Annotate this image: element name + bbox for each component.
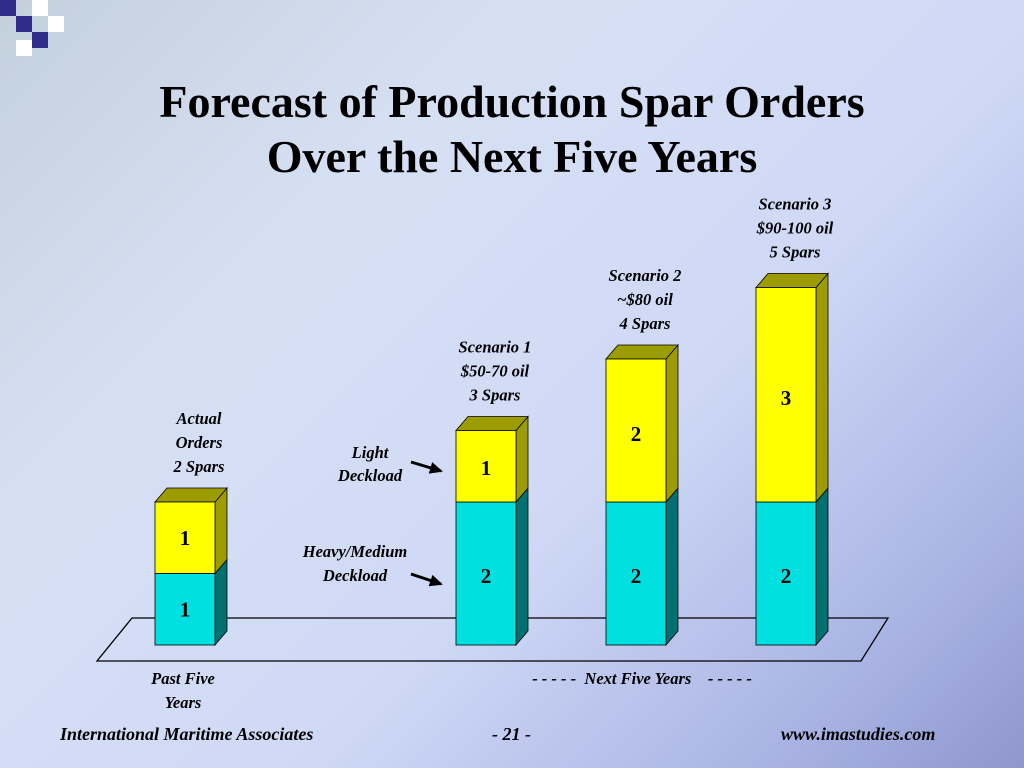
bar-side-light [515,415,529,504]
bar-category-label: Scenario 3 [759,195,832,214]
bar-segment-heavy-medium [455,501,517,646]
value-label-light: 2 [631,422,642,446]
slide-title: Forecast of Production Spar Orders Over … [0,74,1024,184]
bar-side-heavy [665,486,679,647]
logo-square [48,16,64,32]
title-line-1: Forecast of Production Spar Orders [159,76,865,127]
axis-label-past-five-years: Past Five [150,669,215,688]
value-label-light: 1 [180,526,191,550]
bar-segment-light [605,358,667,503]
bar-top [605,344,679,360]
chart-floor [95,617,890,662]
axis-label-past-five-years: Years [165,693,202,712]
bar-side-light [214,486,228,575]
logo-square [16,40,32,56]
bar-category-label: 5 Spars [770,243,821,262]
value-label-heavy-medium: 1 [180,597,191,621]
footer-page-number: - 21 - [492,724,531,744]
footer-website: www.imastudies.com [781,724,936,744]
value-label-heavy-medium: 2 [631,564,642,588]
bar-segment-light [455,430,517,503]
bar-side-light [815,272,829,504]
bar-category-label: Actual [176,409,222,428]
bar-category-label: Orders [176,433,223,452]
bar-segment-heavy-medium [154,573,216,646]
bar-category-label: Scenario 1 [459,338,532,357]
bar-category-label: Scenario 2 [609,266,682,285]
annotation-light-deckload: Light [351,443,389,462]
value-label-light: 1 [481,456,492,480]
axis-label-next-five-years: - - - - - Next Five Years - - - - - [532,669,752,688]
annotation-light-deckload: Deckload [337,466,403,485]
bar-category-label: $50-70 oil [460,362,530,381]
arrow-heavy-deckload-head [428,574,443,587]
bar-top [455,416,529,431]
logo-square [32,0,48,16]
bar-top [755,273,829,288]
bar-side-heavy [815,486,829,647]
logo-square [0,0,16,16]
bar-category-label: 3 Spars [469,386,521,405]
bar-category-label: ~$80 oil [617,290,673,309]
bar-side-heavy [214,558,228,647]
footer-organization: International Maritime Associates [60,724,314,744]
bar-segment-light [755,287,817,503]
logo [0,0,90,60]
bar-side-heavy [515,486,529,647]
annotation-heavy-deckload: Heavy/Medium [302,542,408,561]
bar-segment-heavy-medium [605,501,667,646]
title-line-2: Over the Next Five Years [266,131,758,182]
value-label-heavy-medium: 2 [781,564,792,588]
value-label-light: 3 [781,386,792,410]
logo-square [16,16,32,32]
bar-category-label: $90-100 oil [756,219,834,238]
arrow-light-deckload-head [428,462,443,474]
bar-category-label: 2 Spars [173,457,225,476]
bar-segment-light [154,501,216,574]
logo-square [32,32,48,48]
annotation-heavy-deckload: Deckload [322,566,388,585]
value-label-heavy-medium: 2 [481,564,492,588]
bar-category-label: 4 Spars [619,314,671,333]
bar-top [154,487,228,503]
bar-side-light [665,343,679,504]
